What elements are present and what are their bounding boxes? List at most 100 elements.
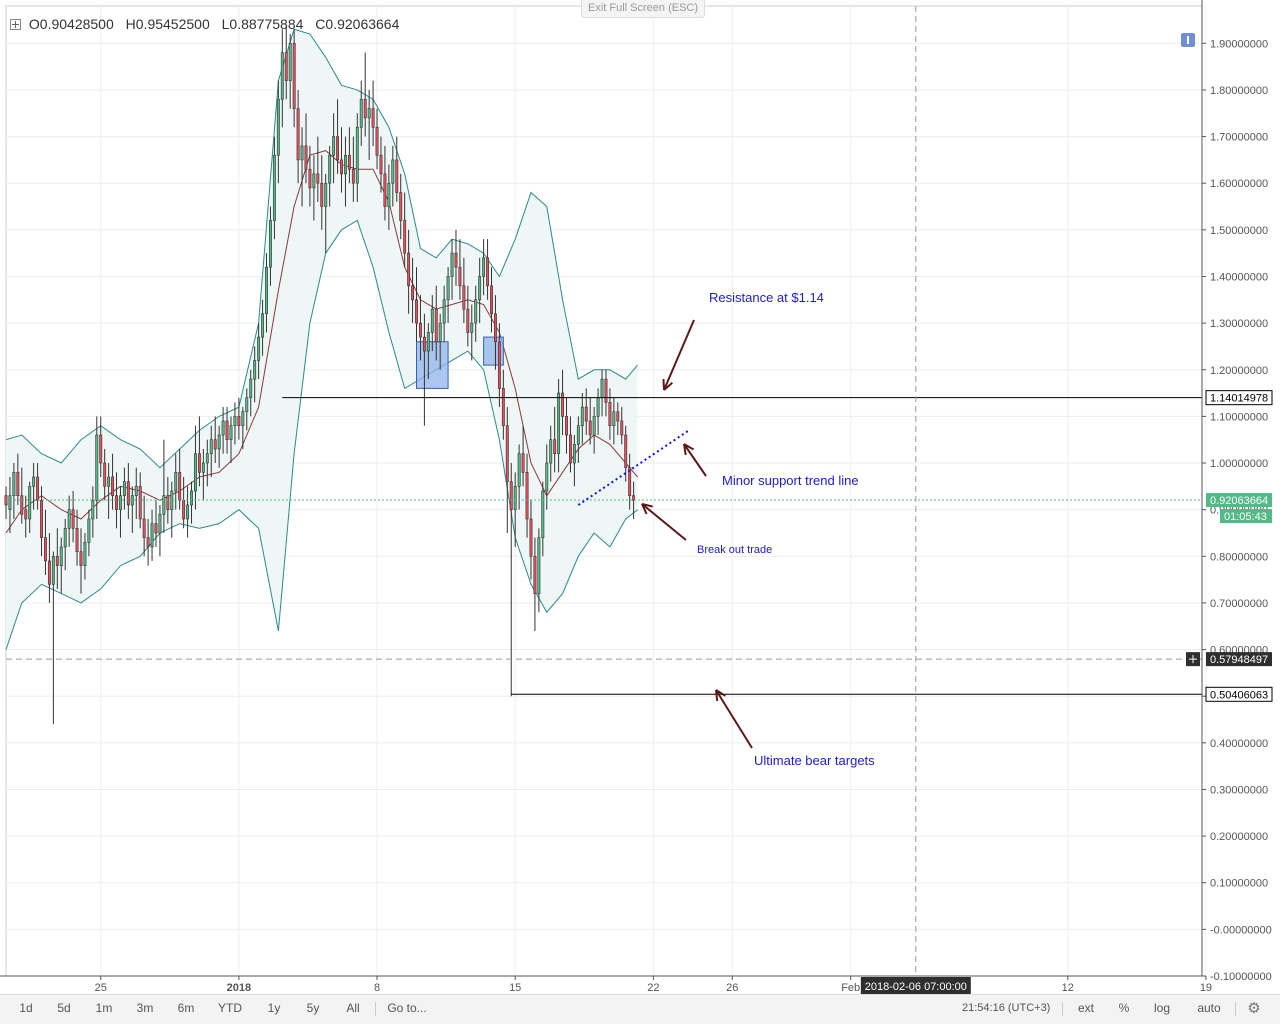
candle-body <box>462 285 466 310</box>
close-value: 0.92063664 <box>325 16 400 32</box>
candle-body <box>79 551 83 566</box>
candle-body <box>537 537 541 594</box>
y-tick-label: 1.00000000 <box>1210 458 1268 470</box>
collapse-icon[interactable] <box>10 19 21 30</box>
range-all[interactable]: All <box>346 1001 360 1015</box>
candle-body <box>363 98 367 119</box>
ext-toggle[interactable]: ext <box>1077 1001 1094 1015</box>
candle-body <box>158 514 162 534</box>
candle-body <box>430 308 434 333</box>
candle-body <box>83 541 87 566</box>
last-price-tag-countdown: 01:05:43 <box>1224 511 1267 523</box>
range-ytd[interactable]: YTD <box>218 1001 242 1015</box>
support-trendline <box>577 429 690 506</box>
annotation-breakout: Break out trade <box>697 544 773 556</box>
range-5d[interactable]: 5d <box>57 1001 71 1015</box>
y-tick-label: 1.60000000 <box>1210 178 1268 190</box>
y-tick-label: 1.30000000 <box>1210 318 1268 330</box>
candle-body <box>513 486 517 510</box>
candle-body <box>87 518 91 543</box>
candle-body <box>383 173 387 207</box>
candle-body <box>71 509 75 529</box>
candle-body <box>336 136 340 161</box>
candle-body <box>387 182 391 207</box>
y-tick-label: 1.70000000 <box>1210 132 1268 144</box>
annotation-arrow <box>663 319 695 391</box>
candle-body <box>126 481 130 506</box>
x-tick-label: 25 <box>95 982 107 994</box>
annotation-arrow-head <box>715 689 719 702</box>
annotation-arrow-head <box>683 443 687 456</box>
candle-body <box>426 332 430 352</box>
y-tick-label: 1.40000000 <box>1210 271 1268 283</box>
candle-body <box>103 462 107 487</box>
annotation-arrow <box>641 503 687 541</box>
candle-body <box>572 444 576 464</box>
price-chart[interactable]: 1.90000000 1.80000000 1.70000000 1.60000000… <box>0 0 1280 994</box>
y-tick-label: -0.10000000 <box>1210 971 1272 983</box>
candle-body <box>107 476 111 487</box>
y-tick-label: 1.80000000 <box>1210 85 1268 97</box>
range-3m[interactable]: 3m <box>136 1001 154 1015</box>
candle-body <box>237 416 241 427</box>
candle-body <box>32 476 36 487</box>
candle-body <box>438 322 442 343</box>
range-5y[interactable]: 5y <box>306 1001 320 1015</box>
candle-body <box>272 154 276 221</box>
toolbar-separator <box>375 1002 376 1016</box>
y-tick-label: 1.90000000 <box>1210 38 1268 50</box>
candle-body <box>351 168 355 184</box>
candle-body <box>75 528 79 552</box>
scroll-to-top-icon[interactable] <box>1181 33 1195 47</box>
candle-body <box>221 420 225 436</box>
annotation-arrow-head <box>683 443 695 451</box>
crosshair-date-label: 2018-02-06 07:00:00 <box>865 981 967 993</box>
auto-toggle[interactable]: auto <box>1197 1001 1221 1015</box>
candle-body <box>509 481 513 510</box>
candle-body <box>501 388 505 427</box>
candle-body <box>505 425 509 482</box>
range-1m[interactable]: 1m <box>95 1001 113 1015</box>
candle-body <box>55 555 59 566</box>
candle-body <box>446 276 450 301</box>
candle-body <box>284 52 288 81</box>
candle-body <box>470 322 474 333</box>
exit-fullscreen-button[interactable]: Exit Full Screen (ESC) <box>581 0 705 18</box>
target-price-tag: 0.50406063 <box>1210 689 1268 701</box>
candle-body <box>194 453 197 492</box>
candle-body <box>44 537 47 562</box>
candle-body <box>186 504 190 520</box>
y-tick-label: 0.10000000 <box>1210 878 1268 890</box>
candle-body <box>122 481 126 496</box>
candle-body <box>486 257 490 287</box>
candle-body <box>162 495 166 515</box>
candle-body <box>375 126 379 156</box>
range-1d[interactable]: 1d <box>19 1001 33 1015</box>
candle-body <box>565 416 568 436</box>
low-label: L <box>221 16 230 32</box>
range-1y[interactable]: 1y <box>267 1001 281 1015</box>
goto-button[interactable]: Go to... <box>387 1001 427 1015</box>
candle-body <box>288 43 292 81</box>
candle-body <box>150 523 154 548</box>
gear-icon[interactable]: ⚙ <box>1247 1000 1261 1017</box>
candle-body <box>584 406 588 422</box>
candle-body <box>213 439 217 450</box>
candle-body <box>411 285 415 301</box>
x-tick-label: 19 <box>1200 982 1212 994</box>
last-price-tag-countdown-bg <box>1220 509 1272 524</box>
candle-body <box>51 555 55 585</box>
candle-body <box>454 252 458 268</box>
candle-body <box>604 378 608 403</box>
candle-body <box>138 486 142 520</box>
x-tick-label: 15 <box>509 982 521 994</box>
log-toggle[interactable]: log <box>1153 1001 1170 1015</box>
range-6m[interactable]: 6m <box>177 1001 195 1015</box>
x-tick-label: 2018 <box>227 982 251 994</box>
candle-body <box>399 192 403 221</box>
candle-body <box>517 453 521 487</box>
crosshair-price-tag: 0.57948497 <box>1210 654 1268 666</box>
candle-body <box>201 462 205 473</box>
clock-label[interactable]: 21:54:16 (UTC+3) <box>962 1002 1051 1014</box>
percent-toggle[interactable]: % <box>1118 1001 1130 1015</box>
